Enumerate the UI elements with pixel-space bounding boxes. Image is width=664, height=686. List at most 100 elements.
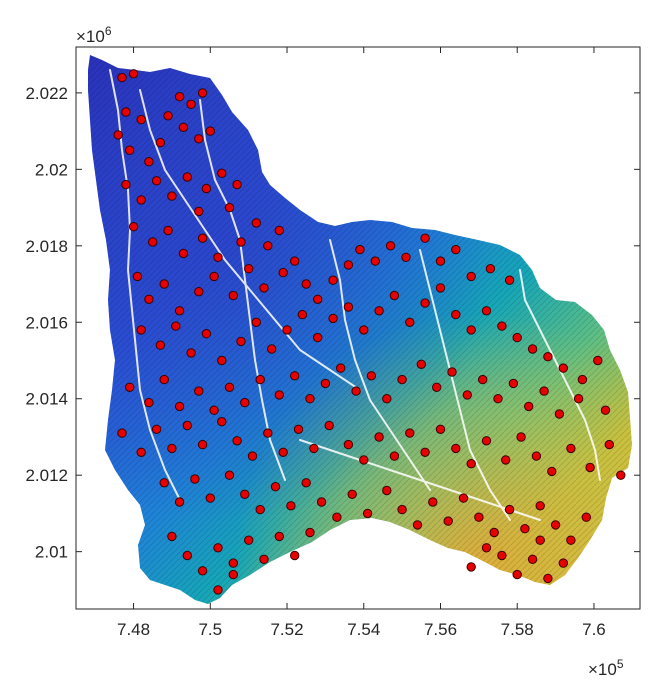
data-point [547,466,557,477]
data-point [217,417,227,427]
data-point [236,237,246,247]
data-point [270,482,281,492]
data-point [263,428,273,438]
data-point [416,359,426,369]
data-point [151,176,162,186]
data-point [362,508,373,519]
data-point [278,447,288,457]
data-point [159,279,169,289]
data-point [251,317,261,327]
data-point [213,585,223,595]
data-point [148,237,158,247]
data-point [535,501,545,511]
data-point [125,382,135,392]
data-point [171,321,181,331]
data-point [159,374,169,385]
data-point [178,248,189,259]
y-tick-label: 2.022 [25,84,68,103]
data-point [305,527,315,538]
data-point [535,535,545,545]
data-point [604,439,614,450]
data-point [136,195,146,205]
data-point [420,233,430,243]
data-point [209,271,219,282]
data-point [447,367,457,377]
data-point [355,244,365,255]
data-point [332,512,342,522]
data-point [374,306,384,316]
data-point [385,241,396,251]
data-point [128,69,139,79]
data-point [190,474,200,484]
y-tick-label: 2.012 [25,466,68,485]
data-point [167,531,177,542]
data-point [435,283,446,293]
data-point [397,504,407,515]
data-point [186,99,196,110]
data-point [451,309,461,320]
data-point [389,290,400,301]
data-point [163,225,173,236]
y-tick-label: 2.014 [25,390,68,409]
data-point [550,520,561,530]
data-point [240,397,250,408]
data-point [197,566,208,576]
data-point [213,252,223,262]
data-point [493,394,503,404]
data-point [313,332,323,343]
data-point [290,550,300,561]
data-point [240,489,250,499]
data-point [136,325,146,335]
data-point [566,443,576,454]
data-point [451,244,461,255]
data-point [466,325,476,335]
data-point [174,306,185,316]
data-point [573,394,584,404]
data-point [313,294,323,304]
data-point [343,439,354,450]
data-point [558,363,568,373]
y-axis-ticks: 2.01 2.012 2.014 2.016 2.018 2.02 2.022 [25,84,640,562]
data-point [297,309,308,320]
data-point [236,336,246,347]
data-point [244,264,254,274]
data-point [539,386,549,396]
data-point [201,329,212,339]
data-point [462,390,472,400]
data-point [197,439,208,450]
data-point [186,348,196,358]
data-point [305,394,315,404]
data-point [347,489,357,499]
data-point [255,374,265,385]
data-point [301,279,311,289]
data-point [336,363,346,373]
data-point [278,267,288,278]
data-point [374,432,384,442]
data-point [485,264,496,274]
data-point [370,256,380,266]
data-point [155,137,166,148]
data-point [274,225,284,236]
data-point [508,378,519,389]
data-point [328,275,338,285]
data-point [194,386,204,396]
axes-box [75,46,641,610]
x-tick-label: 7.52 [270,620,303,639]
data-point [458,493,469,503]
data-point [466,562,476,572]
data-point [159,478,169,488]
data-point [144,157,154,167]
data-point [558,558,568,568]
data-point [194,134,204,144]
data-point [577,374,588,385]
x-tick-label: 7.5 [198,620,222,639]
data-point [420,298,430,308]
x-exponent-label: ×105 [588,657,624,679]
data-point [420,447,430,457]
data-point [132,271,143,282]
data-point [397,374,407,385]
data-point [309,443,319,454]
data-point [512,332,522,343]
data-point [194,206,204,217]
data-point [435,424,446,434]
